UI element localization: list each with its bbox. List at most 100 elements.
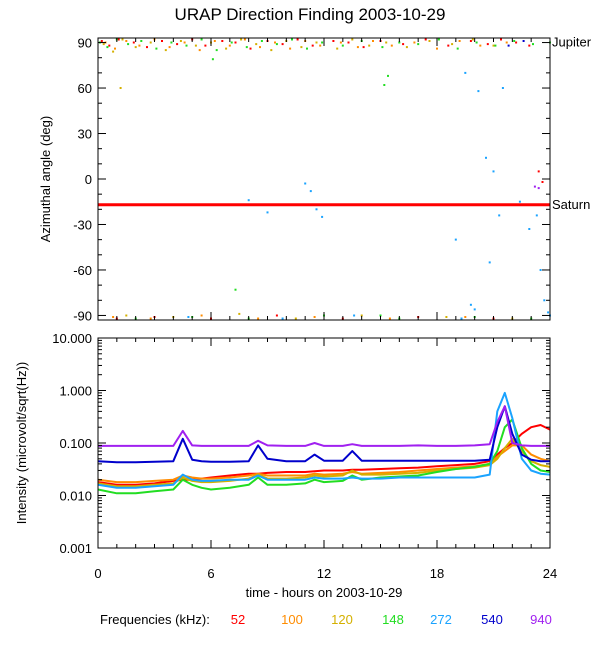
azimuth-point-148 bbox=[532, 43, 534, 46]
azimuth-point-120 bbox=[270, 49, 273, 52]
legend-item-52: 52 bbox=[231, 612, 245, 627]
azimuth-point-100 bbox=[125, 40, 128, 42]
azimuth-ylabel: Azimuthal angle (deg) bbox=[38, 116, 53, 242]
intensity-ylabel: Intensity (microvolt/sqrt(Hz)) bbox=[14, 362, 29, 525]
azimuth-point-148 bbox=[475, 41, 478, 44]
azimuth-point-52 bbox=[146, 46, 148, 49]
azimuth-point-100 bbox=[372, 40, 374, 42]
legend-item-120: 120 bbox=[331, 612, 353, 627]
azimuth-point-52 bbox=[132, 41, 135, 44]
azimuth-point-52 bbox=[176, 43, 179, 46]
azimuth-point-52 bbox=[117, 38, 120, 41]
azimuth-point-52 bbox=[234, 41, 237, 44]
azimuth-point-540 bbox=[522, 40, 525, 42]
azimuth-point-120 bbox=[445, 316, 448, 318]
azimuth-point-120 bbox=[405, 46, 408, 49]
azimuth-point-52 bbox=[311, 44, 314, 47]
azimuth-point-272 bbox=[485, 156, 487, 159]
azimuth-point-120 bbox=[315, 41, 318, 44]
azimuth-point-100 bbox=[138, 44, 141, 47]
azimuth-point-148 bbox=[275, 43, 278, 46]
azimuth-point-52 bbox=[204, 44, 207, 47]
azimuth-point-100 bbox=[183, 41, 186, 44]
azimuth-point-100 bbox=[114, 47, 116, 50]
azimuth-point-100 bbox=[413, 41, 416, 44]
azimuth-panel: Jupiter Saturn 90 60 30 0 -30 -60 -90 Azimuthal… bbox=[38, 35, 592, 324]
azimuth-point-148 bbox=[381, 46, 384, 49]
azimuth-point-272 bbox=[518, 200, 521, 203]
azimuth-ytick-label: 60 bbox=[78, 81, 92, 96]
azimuth-point-100 bbox=[319, 44, 322, 47]
azimuth-point-100 bbox=[112, 316, 115, 318]
azimuth-point-52 bbox=[362, 46, 365, 49]
azimuth-point-148 bbox=[417, 43, 420, 46]
azimuth-point-120 bbox=[451, 43, 454, 46]
azimuth-point-272 bbox=[469, 303, 472, 306]
azimuth-point-52 bbox=[100, 40, 103, 42]
azimuth-point-100 bbox=[200, 314, 203, 317]
azimuth-point-148 bbox=[185, 44, 188, 47]
azimuth-point-148 bbox=[398, 41, 401, 44]
azimuth-point-272 bbox=[304, 182, 307, 185]
azimuth-point-52 bbox=[447, 44, 450, 47]
azimuth-point-120 bbox=[240, 38, 243, 41]
azimuth-point-272 bbox=[501, 87, 504, 89]
azimuth-point-120 bbox=[428, 40, 431, 42]
azimuth-point-272 bbox=[539, 269, 542, 271]
azimuth-plot-frame bbox=[97, 37, 551, 321]
azimuth-point-148 bbox=[245, 46, 248, 49]
azimuth-point-52 bbox=[515, 41, 518, 44]
azimuth-point-120 bbox=[125, 314, 128, 317]
intensity-ytick-label: 0.001 bbox=[59, 541, 92, 556]
azimuth-point-148 bbox=[234, 288, 237, 291]
azimuth-point-100 bbox=[149, 317, 152, 320]
intensity-plot-frame bbox=[97, 337, 551, 549]
intensity-line-540 bbox=[97, 405, 550, 464]
azimuth-point-120 bbox=[134, 46, 137, 49]
azimuth-point-52 bbox=[537, 170, 540, 173]
azimuth-point-272 bbox=[309, 190, 312, 193]
azimuth-point-120 bbox=[121, 38, 124, 41]
azimuth-point-148 bbox=[513, 40, 516, 42]
intensity-panel: 10.000 1.000 0.100 0.010 0.001 Intensity (mi… bbox=[14, 331, 551, 556]
azimuth-point-100 bbox=[213, 40, 216, 42]
azimuth-point-148 bbox=[211, 58, 214, 61]
azimuth-point-148 bbox=[230, 41, 233, 44]
azimuth-point-148 bbox=[341, 44, 344, 47]
azimuth-point-940 bbox=[533, 185, 536, 188]
x-tick-label: 24 bbox=[543, 566, 557, 581]
intensity-ytick-label: 0.010 bbox=[59, 489, 92, 504]
azimuth-point-120 bbox=[351, 38, 354, 41]
azimuth-point-272 bbox=[464, 71, 467, 74]
azimuth-point-148 bbox=[127, 43, 130, 46]
azimuth-point-100 bbox=[168, 46, 171, 49]
azimuth-point-120 bbox=[368, 44, 371, 47]
intensity-line-120 bbox=[97, 437, 551, 488]
azimuth-point-272 bbox=[460, 317, 463, 320]
azimuth-point-100 bbox=[198, 49, 201, 52]
azimuth-point-100 bbox=[243, 38, 246, 41]
azimuth-point-100 bbox=[479, 44, 482, 47]
legend-item-940: 940 bbox=[530, 612, 552, 627]
azimuth-point-148 bbox=[291, 38, 293, 41]
azimuth-point-148 bbox=[140, 40, 143, 42]
azimuth-point-120 bbox=[255, 43, 258, 46]
azimuth-point-148 bbox=[306, 47, 308, 50]
azimuth-point-120 bbox=[225, 47, 228, 50]
azimuth-point-120 bbox=[102, 43, 105, 46]
azimuth-point-272 bbox=[321, 215, 324, 218]
intensity-ytick-label: 1.000 bbox=[59, 384, 92, 399]
azimuth-point-272 bbox=[547, 311, 550, 314]
azimuth-point-120 bbox=[179, 40, 182, 42]
x-tick-label: 18 bbox=[430, 566, 444, 581]
azimuth-point-272 bbox=[187, 316, 190, 318]
azimuth-point-120 bbox=[149, 41, 152, 44]
azimuth-point-52 bbox=[161, 40, 163, 42]
azimuth-point-120 bbox=[336, 47, 339, 50]
azimuth-point-120 bbox=[294, 317, 297, 320]
saturn-label: Saturn bbox=[552, 197, 590, 212]
azimuth-point-120 bbox=[194, 44, 197, 47]
azimuth-point-272 bbox=[498, 214, 501, 217]
azimuth-point-120 bbox=[300, 46, 303, 49]
